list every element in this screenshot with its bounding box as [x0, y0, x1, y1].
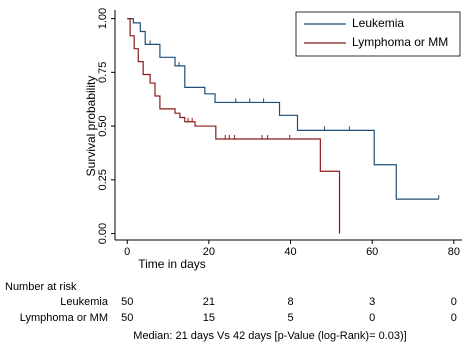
x-tick-label: 40: [284, 246, 296, 258]
x-tick-label: 60: [366, 246, 378, 258]
risk-row-label: Lymphoma or MM: [20, 312, 108, 324]
risk-count: 50: [121, 296, 133, 308]
legend-label: Lymphoma or MM: [352, 35, 448, 49]
y-axis-label: Survival probability: [84, 76, 98, 177]
survival-curve: [127, 17, 439, 200]
median-note: Median: 21 days Vs 42 days [p-Value (log…: [133, 330, 406, 342]
y-tick-label: 1.00: [97, 8, 109, 29]
risk-table-title: Number at risk: [5, 281, 77, 293]
x-tick-label: 0: [124, 246, 130, 258]
x-tick-label: 80: [448, 246, 460, 258]
risk-count: 50: [121, 312, 133, 324]
risk-count: 21: [203, 296, 215, 308]
x-axis-label: Time in days: [138, 257, 206, 271]
risk-count: 0: [451, 312, 457, 324]
legend-box: [295, 11, 461, 57]
y-tick-label: 0.50: [97, 115, 109, 136]
risk-count: 5: [287, 312, 293, 324]
y-tick-label: 0.75: [97, 62, 109, 83]
risk-count: 8: [287, 296, 293, 308]
legend-label: Leukemia: [352, 16, 404, 30]
risk-count: 15: [203, 312, 215, 324]
survival-curve: [127, 17, 341, 234]
y-tick-label: 0.25: [97, 169, 109, 190]
x-tick-label: 20: [203, 246, 215, 258]
y-tick-label: 0.00: [97, 223, 109, 244]
risk-count: 3: [369, 296, 375, 308]
risk-count: 0: [451, 296, 457, 308]
risk-count: 0: [369, 312, 375, 324]
risk-row-label: Leukemia: [60, 296, 109, 308]
